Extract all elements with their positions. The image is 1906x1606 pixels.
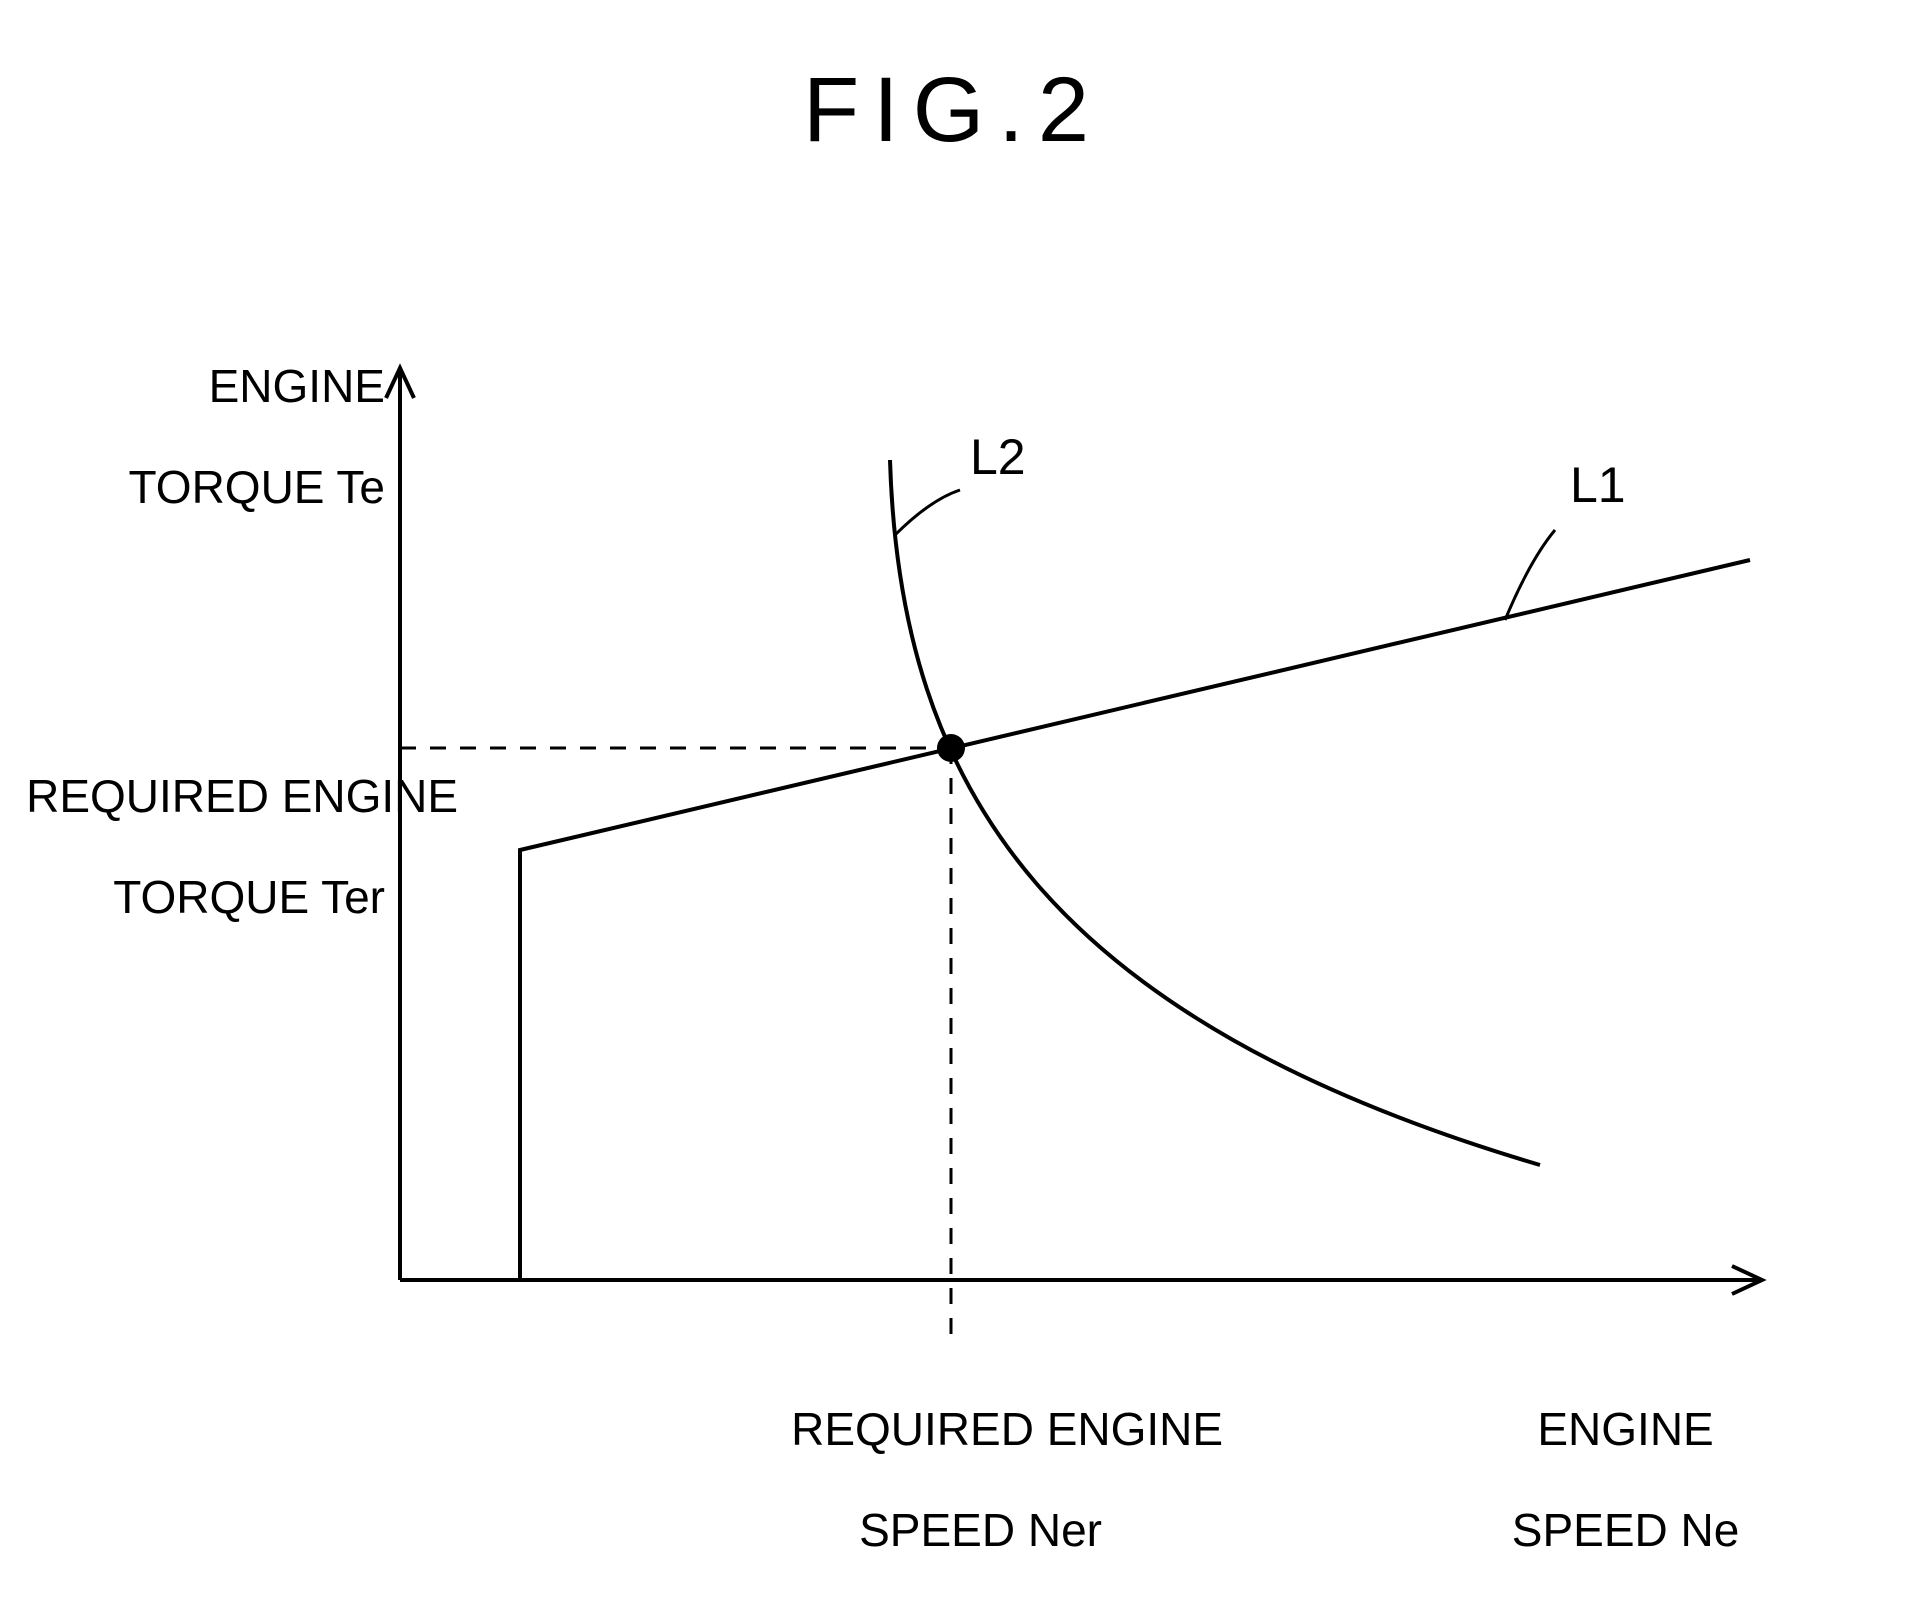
curve-L2 [890, 460, 1540, 1165]
curve-L1 [520, 560, 1750, 1280]
y-axis-label-l1: ENGINE [209, 360, 385, 412]
required-torque-l1: REQUIRED ENGINE [26, 770, 458, 822]
label-L2: L2 [970, 430, 1026, 485]
required-torque-label: REQUIRED ENGINE TORQUE Ter [0, 720, 385, 973]
x-axis-label: ENGINE SPEED Ne [1430, 1353, 1770, 1606]
y-axis-label-l2: TORQUE Te [129, 461, 385, 513]
required-speed-l1: REQUIRED ENGINE [791, 1403, 1223, 1455]
intersection-point [937, 734, 965, 762]
y-axis-label: ENGINE TORQUE Te [45, 310, 385, 563]
required-speed-l2: SPEED Ner [859, 1504, 1102, 1556]
x-axis-label-l2: SPEED Ne [1512, 1504, 1740, 1556]
label-L1: L1 [1570, 458, 1626, 513]
required-torque-l2: TORQUE Ter [113, 871, 385, 923]
x-axis-label-l1: ENGINE [1537, 1403, 1713, 1455]
required-speed-label: REQUIRED ENGINE SPEED Ner [740, 1353, 1170, 1606]
leader-L2 [895, 490, 960, 535]
figure-stage: FIG.2 ENGINE TORQUE Te REQUIRED ENGINE T… [0, 0, 1906, 1606]
